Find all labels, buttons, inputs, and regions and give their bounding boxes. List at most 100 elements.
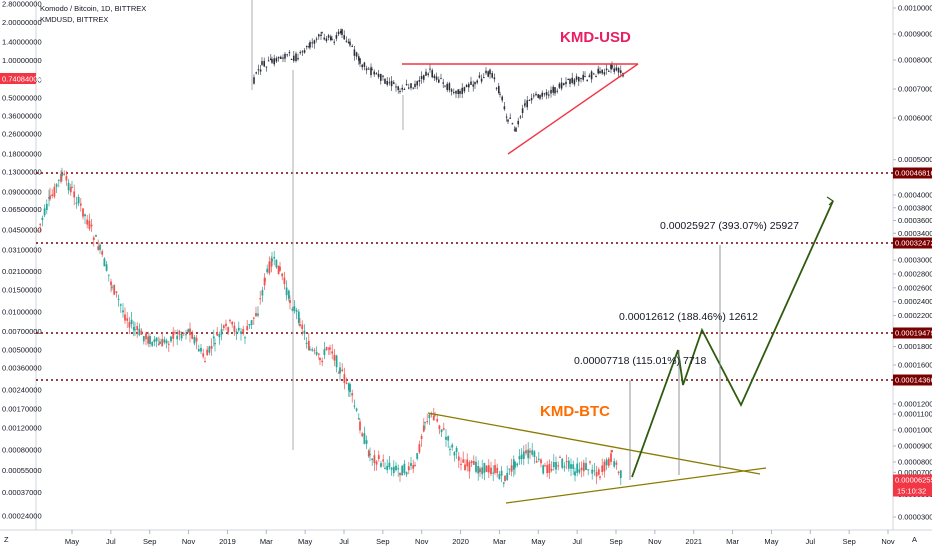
usd-candle-body [290, 58, 293, 60]
candle-body [502, 482, 505, 484]
candle-body [510, 465, 513, 472]
candle-body [225, 323, 227, 327]
usd-candle-body [340, 31, 342, 34]
x-axis-ticks: May Jul Sep Nov 2019 Mar May Jul Sep Nov 2020 Mar Ma… [65, 530, 895, 546]
candle-body [563, 466, 566, 468]
usd-candle-body [399, 90, 401, 92]
usd-candle-body [275, 58, 278, 62]
candle-body [472, 460, 475, 465]
candle-body [165, 340, 168, 344]
candle-body [180, 334, 183, 339]
usd-candle-body [440, 78, 442, 80]
candle-body [535, 461, 538, 463]
candle-body [357, 418, 360, 420]
usd-candle-body [498, 86, 500, 94]
candle-body [92, 237, 95, 240]
candle-body [257, 313, 259, 316]
candle-body [208, 346, 211, 353]
usd-candle-body [601, 69, 603, 74]
candle-body [130, 319, 133, 325]
usd-candle-body [610, 64, 612, 70]
usd-candle-body [501, 96, 503, 101]
usd-candle-body [423, 75, 425, 80]
candle-body [397, 468, 400, 470]
candle-body [317, 353, 320, 355]
usd-candle-body [476, 80, 478, 83]
scale-z-icon[interactable]: Z [4, 535, 9, 544]
usd-candle-body [263, 60, 265, 67]
countdown-tag-bg [893, 485, 932, 497]
candle-body [455, 448, 458, 452]
candle-body [229, 319, 231, 321]
left-tick-label: 0.00024000 [2, 512, 42, 521]
candle-body [216, 332, 219, 336]
btc-triangle-upper [427, 412, 761, 475]
usd-candle-body [524, 103, 526, 105]
measure-annotation: 0.00007718 (115.01%) 7718 [574, 355, 706, 367]
btc-triangle-lower [505, 467, 767, 504]
candle-body [504, 475, 506, 482]
candle-body [105, 264, 108, 271]
usd-candle-body [485, 70, 487, 74]
x-tick-label: 2020 [452, 537, 469, 546]
candle-body [252, 317, 255, 319]
auto-scale-icon[interactable]: A [912, 535, 917, 544]
right-tick-label: 0.00024000 [898, 297, 932, 306]
candle-body [426, 421, 429, 423]
usd-candle-body [358, 56, 360, 61]
left-tick-label: 0.00170000 [2, 405, 42, 414]
usd-candle-body [412, 87, 414, 89]
usd-candle-body [611, 64, 613, 69]
candle-body [401, 465, 404, 476]
usd-candle-body [487, 71, 489, 77]
candle-body [65, 176, 68, 181]
candle-body [55, 184, 58, 187]
candle-body [494, 465, 496, 473]
usd-candle-body [615, 67, 618, 71]
usd-candle-body [371, 69, 373, 71]
candle-body [138, 328, 141, 335]
candle-body [611, 450, 613, 453]
usd-candle-body [465, 84, 468, 88]
left-tick-label: 0.01500000 [2, 285, 42, 294]
candle-body [95, 235, 97, 237]
left-tick-label: 0.18000000 [2, 150, 42, 159]
candle-body [172, 331, 175, 339]
candle-body [585, 463, 587, 470]
usd-candle-body [365, 68, 368, 71]
candle-body [222, 325, 225, 329]
usd-candle-body [325, 38, 328, 42]
candle-body [462, 459, 465, 463]
usd-candle-body [270, 58, 272, 61]
usd-candle-body [271, 59, 273, 63]
right-price-tag: 0.00046816 [895, 169, 932, 178]
right-price-tag-bg [893, 474, 932, 486]
usd-candle-body [395, 86, 397, 88]
candle-body [407, 466, 410, 471]
candle-body [266, 268, 269, 273]
usd-candle-body [405, 83, 408, 85]
candle-body [39, 223, 42, 225]
x-tick-label: Nov [881, 537, 895, 546]
usd-candle-body [377, 73, 380, 78]
usd-candle-body [373, 71, 375, 75]
x-tick-label: Mar [493, 537, 506, 546]
candle-body [605, 459, 608, 466]
candle-body [601, 465, 604, 473]
left-tick-label: 0.00700000 [2, 327, 42, 336]
candle-body [307, 340, 310, 350]
usd-candle-body [297, 58, 299, 60]
kmd-btc-label: KMD-BTC [540, 403, 610, 420]
candle-body [277, 265, 280, 275]
candle-body [485, 465, 488, 472]
usd-candle-body [438, 79, 440, 83]
candle-body [99, 244, 101, 250]
candle-body [550, 468, 553, 471]
candle-body [603, 461, 606, 472]
usd-candle-body [463, 87, 466, 92]
usd-candle-body [370, 67, 372, 76]
usd-candle-body [530, 98, 533, 101]
